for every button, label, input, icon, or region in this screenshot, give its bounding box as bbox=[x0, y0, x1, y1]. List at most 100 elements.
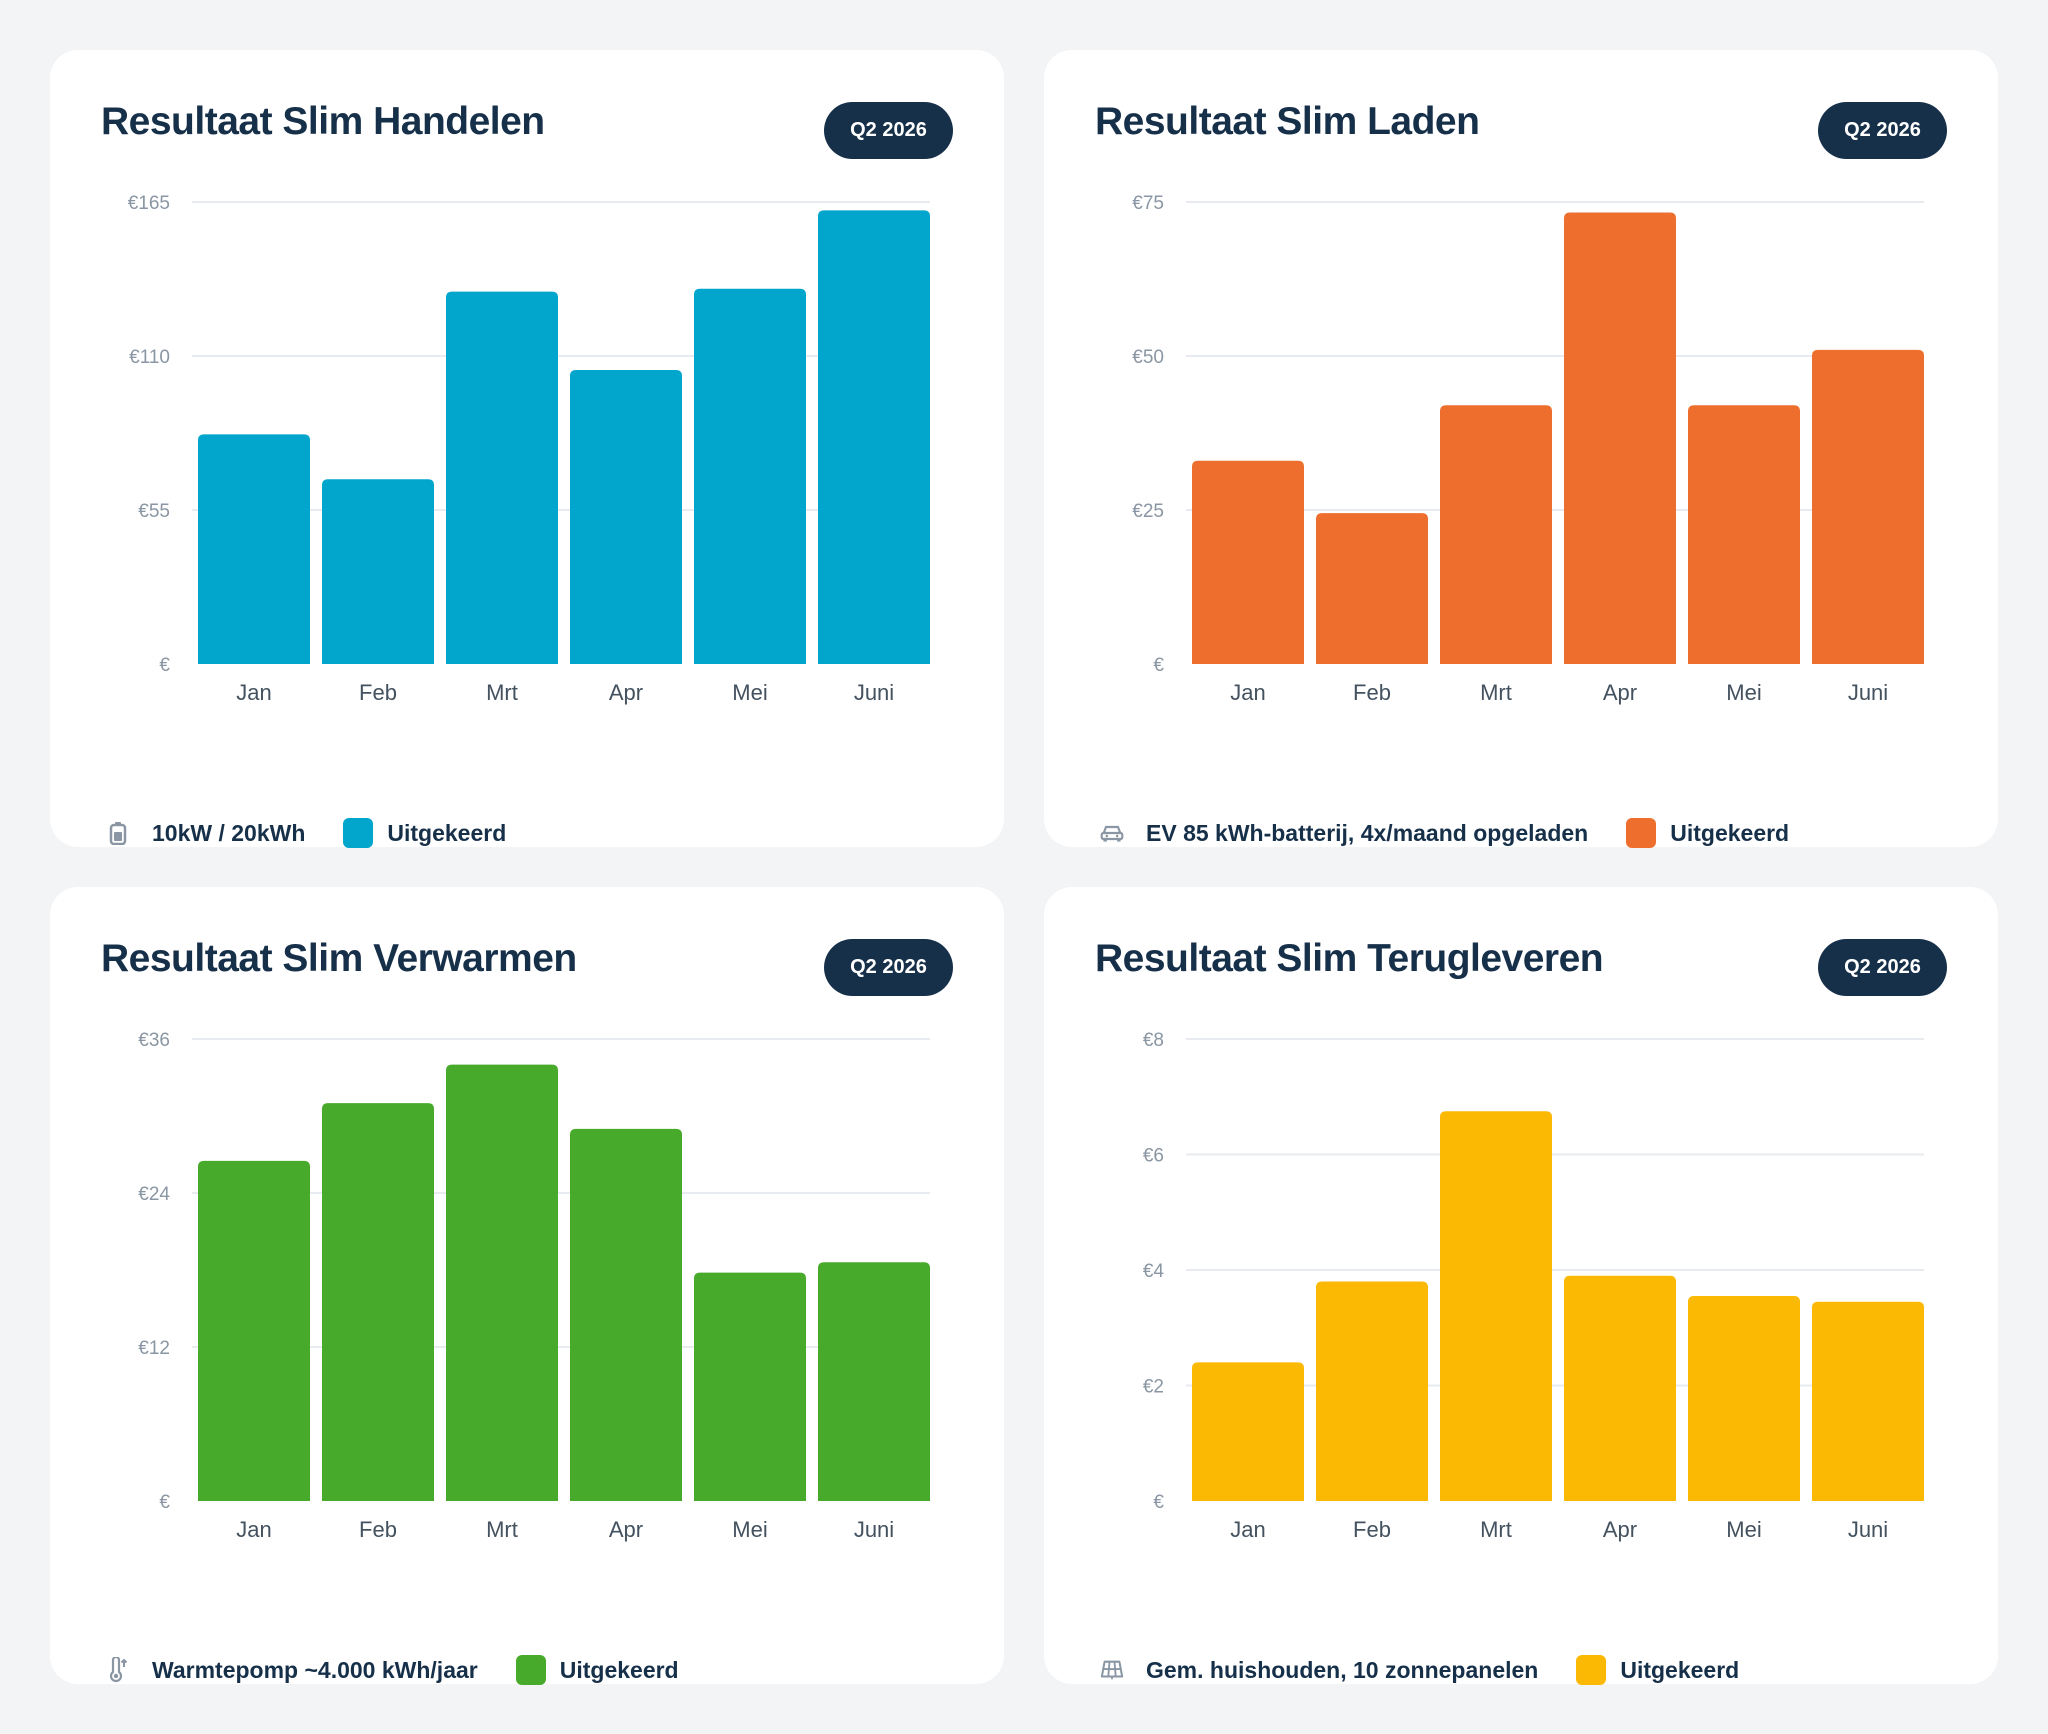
x-tick-label: Jan bbox=[236, 1517, 271, 1542]
chart-legend: EV 85 kWh-batterij, 4x/maand opgeladen U… bbox=[1100, 815, 1789, 851]
bar-mei[interactable] bbox=[694, 1272, 806, 1501]
chart-card-slim-terugleveren: Resultaat Slim Terugleveren Q2 2026 € €2 €… bbox=[1044, 887, 1998, 1685]
x-tick-label: Feb bbox=[359, 1517, 397, 1542]
x-tick-label: Mrt bbox=[486, 1517, 518, 1542]
bar-feb[interactable] bbox=[322, 1103, 434, 1501]
bar-apr[interactable] bbox=[1564, 1275, 1676, 1501]
legend-note: EV 85 kWh-batterij, 4x/maand opgeladen bbox=[1146, 819, 1589, 846]
card-title: Resultaat Slim Terugleveren bbox=[1095, 937, 1604, 980]
legend-swatch bbox=[515, 1655, 546, 1685]
bar-juni[interactable] bbox=[1812, 349, 1924, 664]
bar-juni[interactable] bbox=[818, 210, 930, 664]
x-tick-label: Mei bbox=[732, 680, 767, 705]
card-title: Resultaat Slim Laden bbox=[1095, 100, 1480, 143]
y-tick-label: €55 bbox=[138, 501, 170, 522]
bar-mei[interactable] bbox=[1688, 405, 1800, 664]
x-tick-label: Mrt bbox=[1480, 1517, 1512, 1542]
y-tick-label: € bbox=[159, 655, 170, 676]
car-icon bbox=[1100, 821, 1124, 845]
x-tick-label: Mrt bbox=[486, 680, 518, 705]
legend-swatch bbox=[1626, 818, 1657, 848]
solar-panel-icon bbox=[1100, 1658, 1124, 1682]
x-tick-label: Apr bbox=[609, 1517, 643, 1542]
bar-jan[interactable] bbox=[1192, 460, 1304, 664]
x-tick-label: Juni bbox=[854, 680, 894, 705]
y-tick-label: €8 bbox=[1143, 1030, 1164, 1051]
legend-label: Uitgekeerd bbox=[559, 1656, 679, 1683]
bar-juni[interactable] bbox=[818, 1262, 930, 1501]
x-tick-label: Jan bbox=[236, 680, 271, 705]
x-tick-label: Jan bbox=[1230, 680, 1265, 705]
bar-jan[interactable] bbox=[198, 1160, 310, 1501]
x-tick-label: Feb bbox=[1353, 1517, 1391, 1542]
legend-label: Uitgekeerd bbox=[1670, 819, 1790, 846]
chart-card-slim-laden: Resultaat Slim Laden Q2 2026 € €25 €50 €75 J… bbox=[1044, 50, 1998, 848]
period-badge[interactable]: Q2 2026 bbox=[1818, 939, 1947, 996]
legend-swatch bbox=[1576, 1655, 1607, 1685]
y-tick-label: €165 bbox=[128, 193, 170, 214]
bar-feb[interactable] bbox=[1316, 1281, 1428, 1501]
legend-swatch bbox=[343, 818, 374, 848]
chart-card-slim-verwarmen: Resultaat Slim Verwarmen Q2 2026 € €12 €24… bbox=[50, 887, 1004, 1685]
x-tick-label: Mei bbox=[1726, 680, 1761, 705]
x-tick-label: Feb bbox=[1353, 680, 1391, 705]
x-tick-label: Juni bbox=[854, 1517, 894, 1542]
period-badge[interactable]: Q2 2026 bbox=[1818, 102, 1947, 159]
y-tick-label: €6 bbox=[1143, 1146, 1164, 1167]
bar-mrt[interactable] bbox=[1440, 405, 1552, 664]
bar-mrt[interactable] bbox=[446, 291, 558, 664]
y-tick-label: €25 bbox=[1132, 501, 1164, 522]
chart-legend: Warmtepomp ~4.000 kWh/jaar Uitgekeerd bbox=[106, 1652, 679, 1688]
y-tick-label: €4 bbox=[1143, 1261, 1165, 1282]
x-tick-label: Apr bbox=[1603, 680, 1637, 705]
period-badge[interactable]: Q2 2026 bbox=[824, 102, 953, 159]
bar-apr[interactable] bbox=[570, 1128, 682, 1501]
bar-chart: € €25 €50 €75 Jan Feb Mrt Apr Mei Juni bbox=[1132, 193, 1924, 705]
card-title: Resultaat Slim Verwarmen bbox=[101, 937, 577, 980]
y-tick-label: € bbox=[159, 1492, 170, 1513]
bar-chart: € €2 €4 €6 €8 Jan Feb Mrt Apr Mei Juni bbox=[1143, 1030, 1924, 1542]
x-tick-label: Jan bbox=[1230, 1517, 1265, 1542]
y-tick-label: € bbox=[1153, 1492, 1164, 1513]
x-tick-label: Apr bbox=[1603, 1517, 1637, 1542]
chart-legend: 10kW / 20kWh Uitgekeerd bbox=[106, 815, 506, 851]
bar-jan[interactable] bbox=[1192, 1362, 1304, 1501]
y-tick-label: €110 bbox=[129, 347, 170, 368]
x-tick-label: Feb bbox=[359, 680, 397, 705]
thermometer-icon bbox=[106, 1657, 130, 1683]
bar-chart: € €12 €24 €36 Jan Feb Mrt Apr Mei Juni bbox=[138, 1030, 930, 1542]
y-tick-label: €50 bbox=[1132, 347, 1164, 368]
bar-juni[interactable] bbox=[1812, 1301, 1924, 1501]
y-tick-label: €36 bbox=[138, 1030, 170, 1051]
bar-jan[interactable] bbox=[198, 434, 310, 664]
bar-mrt[interactable] bbox=[446, 1064, 558, 1501]
x-tick-label: Juni bbox=[1848, 1517, 1888, 1542]
legend-label: Uitgekeerd bbox=[387, 819, 507, 846]
chart-legend: Gem. huishouden, 10 zonnepanelen Uitgeke… bbox=[1100, 1652, 1739, 1688]
bar-feb[interactable] bbox=[1316, 513, 1428, 664]
y-tick-label: €2 bbox=[1143, 1377, 1164, 1398]
x-tick-label: Mei bbox=[1726, 1517, 1761, 1542]
bar-mrt[interactable] bbox=[1440, 1111, 1552, 1501]
bar-mei[interactable] bbox=[1688, 1295, 1800, 1501]
bar-feb[interactable] bbox=[322, 479, 434, 664]
x-tick-label: Juni bbox=[1848, 680, 1888, 705]
x-tick-label: Apr bbox=[609, 680, 643, 705]
legend-note: 10kW / 20kWh bbox=[152, 819, 306, 846]
y-tick-label: €12 bbox=[138, 1338, 170, 1359]
card-title: Resultaat Slim Handelen bbox=[101, 100, 545, 143]
legend-note: Gem. huishouden, 10 zonnepanelen bbox=[1146, 1656, 1539, 1683]
x-tick-label: Mrt bbox=[1480, 680, 1512, 705]
y-tick-label: € bbox=[1153, 655, 1164, 676]
y-tick-label: €75 bbox=[1132, 193, 1164, 214]
bar-apr[interactable] bbox=[1564, 212, 1676, 665]
x-tick-label: Mei bbox=[732, 1517, 767, 1542]
legend-note: Warmtepomp ~4.000 kWh/jaar bbox=[152, 1656, 478, 1683]
chart-card-slim-handelen: Resultaat Slim Handelen Q2 2026 € €55 €110… bbox=[50, 50, 1004, 848]
battery-icon bbox=[106, 821, 130, 845]
y-tick-label: €24 bbox=[138, 1184, 170, 1205]
period-badge[interactable]: Q2 2026 bbox=[824, 939, 953, 996]
bar-apr[interactable] bbox=[570, 370, 682, 664]
legend-label: Uitgekeerd bbox=[1620, 1656, 1740, 1683]
bar-mei[interactable] bbox=[694, 288, 806, 664]
